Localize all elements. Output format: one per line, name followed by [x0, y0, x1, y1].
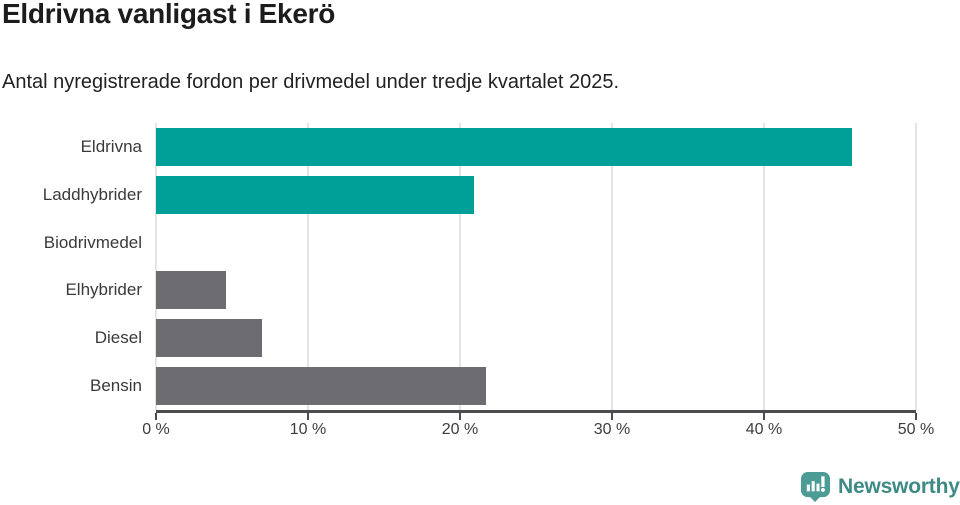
gridline: [155, 123, 157, 410]
category-labels: Eldrivna Laddhybrider Biodrivmedel Elhybrid…: [0, 123, 142, 410]
bar-laddhybrider: [156, 175, 474, 214]
axis-tick-mark: [307, 413, 309, 420]
bar-row-elhybrider: [156, 266, 916, 314]
bar-diesel: [156, 319, 263, 358]
axis-tick-mark: [155, 413, 157, 420]
newsworthy-wordmark: Newsworthy: [838, 474, 960, 498]
axis-tick-label: 30 %: [593, 421, 631, 438]
gridline: [307, 123, 309, 410]
bar-row-biodrivmedel: [156, 219, 916, 267]
bar-row-eldrivna: [156, 123, 916, 171]
bar-bensin: [156, 367, 486, 406]
category-label-diesel: Diesel: [94, 328, 142, 348]
bar-eldrivna: [156, 127, 853, 166]
axis-tick-mark: [459, 413, 461, 420]
newsworthy-speech-bubble-icon: [800, 471, 831, 502]
axis-tick-label: 40 %: [745, 421, 783, 438]
bar-row-diesel: [156, 314, 916, 362]
chart-subtitle: Antal nyregistrerade fordon per drivmede…: [2, 71, 620, 93]
plot-area: [155, 123, 917, 413]
axis-tick-label: 0 %: [142, 421, 170, 438]
bar-row-bensin: [156, 362, 916, 410]
bar-row-laddhybrider: [156, 171, 916, 219]
gridline: [459, 123, 461, 410]
gridline: [763, 123, 765, 410]
category-label-eldrivna: Eldrivna: [80, 136, 142, 156]
axis-tick-mark: [915, 413, 917, 420]
gridline: [915, 123, 917, 410]
chart-title: Eldrivna vanligast i Ekerö: [2, 0, 335, 29]
axis-tick-mark: [763, 413, 765, 420]
category-label-biodrivmedel: Biodrivmedel: [43, 232, 142, 252]
bar-elhybrider: [156, 271, 226, 310]
gridline: [611, 123, 613, 410]
newsworthy-logo: Newsworthy: [800, 471, 960, 502]
axis-tick-label: 10 %: [289, 421, 327, 438]
category-label-bensin: Bensin: [90, 376, 142, 396]
category-label-elhybrider: Elhybrider: [65, 280, 142, 300]
axis-tick-mark: [611, 413, 613, 420]
axis-tick-label: 20 %: [441, 421, 479, 438]
axis-tick-label: 50 %: [897, 421, 935, 438]
category-label-laddhybrider: Laddhybrider: [42, 184, 142, 204]
